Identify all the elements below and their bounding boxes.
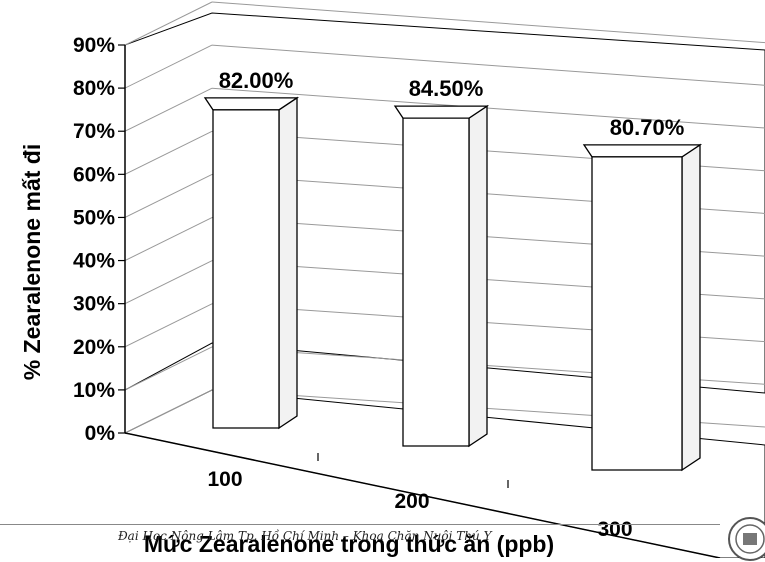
footer-divider: [0, 524, 720, 525]
y-tick-label: 30%: [73, 293, 115, 316]
y-tick-label: 90%: [73, 34, 115, 57]
bar-side: [468, 104, 488, 448]
data-label: 84.50%: [409, 76, 484, 101]
university-seal-icon: [728, 517, 765, 561]
gridline-side: [124, 1, 213, 46]
x-tick-label: 200: [394, 490, 429, 513]
gridline: [211, 1, 765, 44]
y-tick-label: 20%: [73, 336, 115, 359]
bar-side: [681, 143, 701, 472]
bar-side: [278, 96, 298, 430]
gridline-side: [124, 303, 213, 348]
y-tick-label: 80%: [73, 77, 115, 100]
y-axis-label: % Zearalenone mất đi: [19, 144, 45, 380]
y-tick-labels: 0% 10% 20% 30% 40% 50% 60% 70% 80% 90%: [73, 34, 125, 445]
bar: [212, 109, 280, 429]
bar-top: [582, 144, 703, 158]
gridline: [211, 44, 765, 86]
gridline-side: [124, 217, 213, 262]
bar: [402, 117, 470, 447]
slide-footer: Đại Học Nông Lâm Tp. Hồ Chí Minh – Khoa …: [0, 524, 765, 558]
gridline-side: [124, 173, 213, 218]
y-tick-label: 50%: [73, 206, 115, 229]
gridline-side: [124, 389, 213, 434]
x-axis-label: Mức Zearalenone trong thức ăn (ppb): [144, 531, 554, 557]
gridline-side: [124, 130, 213, 175]
y-tick-label: 60%: [73, 163, 115, 186]
data-label: 82.00%: [219, 68, 294, 93]
x-axis-front-line: [124, 432, 721, 558]
bars: [203, 96, 703, 472]
gridline: [211, 87, 765, 129]
y-tick-label: 40%: [73, 250, 115, 273]
y-tick-label: 0%: [85, 422, 116, 445]
y-tick-label: 10%: [73, 379, 115, 402]
bar: [591, 156, 683, 471]
gridline-side: [124, 87, 213, 132]
data-label: 80.70%: [610, 115, 685, 140]
x-tick-labels: 100 200 300: [207, 453, 633, 541]
gridline-side: [124, 346, 213, 391]
gridline-side: [124, 44, 213, 89]
footer-text: Đại Học Nông Lâm Tp. Hồ Chí Minh – Khoa …: [118, 529, 492, 543]
y-tick-label: 70%: [73, 120, 115, 143]
data-labels: 82.00% 84.50% 80.70%: [219, 68, 685, 140]
gridline-side: [124, 260, 213, 305]
x-tick-label: 300: [597, 518, 632, 541]
x-tick-label: 100: [207, 468, 242, 491]
